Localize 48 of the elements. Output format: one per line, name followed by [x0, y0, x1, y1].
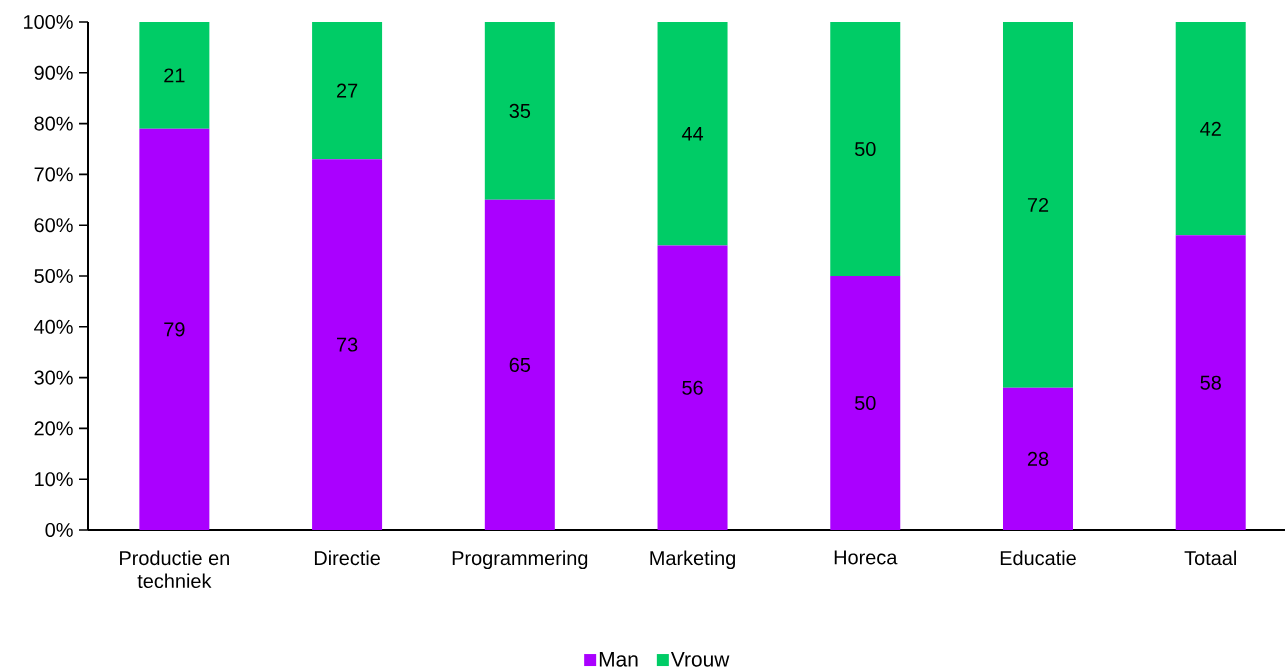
bar: [139, 21, 210, 129]
y-tick-label: 10%: [35, 472, 73, 487]
data-label: 28: [1027, 451, 1049, 466]
bar: [139, 128, 210, 530]
data-label: 21: [164, 68, 185, 83]
y-tick-label: 0%: [45, 522, 73, 538]
bar: [830, 21, 901, 276]
y-tick-label: 60%: [34, 218, 73, 233]
x-tick-label: Productie en techniek: [120, 550, 229, 589]
y-tick-label: 80%: [34, 116, 73, 131]
data-label: 50: [855, 395, 876, 411]
legend-label: Man: [599, 652, 638, 667]
x-tick-label: Totaal: [1184, 550, 1236, 566]
x-tick-label: Directie: [314, 550, 380, 566]
bar: [1175, 235, 1246, 530]
bar: [484, 21, 555, 200]
data-label: 44: [681, 126, 704, 141]
x-tick-label: Programmering: [452, 550, 588, 570]
y-tick-label: 20%: [34, 421, 73, 436]
bar: [1002, 21, 1073, 388]
data-label: 50: [855, 141, 876, 157]
data-label: 72: [1027, 197, 1049, 212]
data-label: 56: [682, 380, 703, 395]
data-label: 65: [509, 357, 531, 372]
bar: [657, 245, 728, 530]
y-tick-label: 70%: [34, 167, 73, 182]
bar: [830, 276, 901, 530]
y-tick-label: 50%: [34, 268, 73, 284]
bar: [484, 199, 555, 530]
data-label: 27: [337, 83, 358, 98]
bar: [1002, 387, 1073, 530]
legend-label: Vrouw: [670, 652, 730, 667]
x-tick-label: Educatie: [1000, 550, 1076, 566]
data-label: 73: [337, 337, 358, 352]
data-label: 42: [1200, 121, 1221, 136]
y-tick-label: 100%: [24, 14, 73, 30]
y-tick-label: 30%: [34, 370, 73, 385]
bar: [312, 21, 383, 160]
data-label: 79: [164, 322, 185, 337]
x-tick-label: Horeca: [834, 550, 898, 565]
x-tick-label: Marketing: [650, 550, 735, 570]
data-label: 35: [509, 103, 531, 118]
bar: [312, 159, 383, 530]
data-label: 58: [1200, 375, 1221, 390]
bar: [657, 21, 728, 246]
y-tick-label: 90%: [34, 65, 73, 80]
bar: [1175, 21, 1246, 236]
y-tick-label: 40%: [34, 319, 73, 334]
